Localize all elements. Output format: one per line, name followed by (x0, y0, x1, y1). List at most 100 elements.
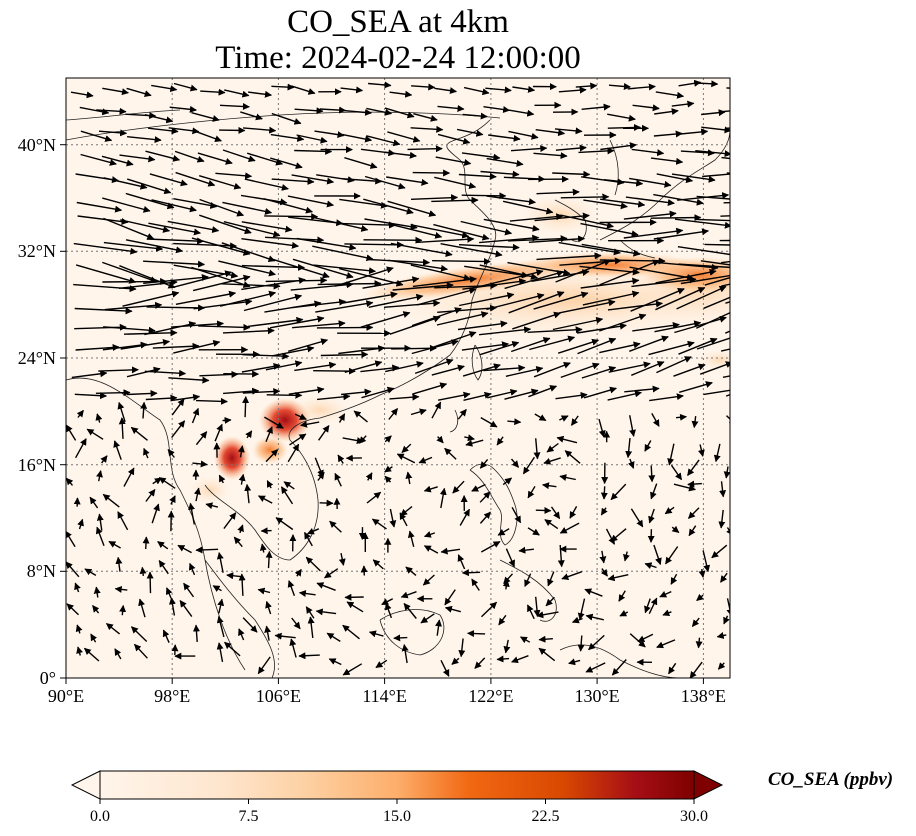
wind-arrow (248, 90, 272, 98)
wind-arrow (100, 455, 108, 464)
lat-tick-label: 24°N (18, 348, 56, 368)
wind-arrow (339, 291, 398, 305)
wind-arrow (678, 337, 718, 355)
wind-arrow (198, 323, 251, 331)
wind-arrow (172, 270, 233, 288)
lon-tick-label: 122°E (468, 686, 513, 706)
wind-arrow (274, 632, 296, 640)
wind-arrow (507, 418, 522, 426)
wind-arrow (671, 173, 716, 183)
wind-arrow (721, 283, 730, 287)
wind-arrow (674, 218, 730, 229)
wind-arrow (533, 291, 589, 310)
colorbar-min-extension (70, 770, 101, 800)
wind-arrow (103, 217, 155, 240)
wind-arrow (505, 366, 544, 377)
wind-arrow (560, 214, 614, 229)
wind-arrow (698, 568, 706, 578)
wind-arrow (399, 512, 408, 527)
wind-arrow (436, 311, 489, 326)
wind-arrow (691, 617, 700, 627)
wind-arrow (560, 193, 610, 201)
wind-arrow (456, 128, 484, 137)
colorbar-max-extension (693, 770, 724, 800)
wind-arrow (218, 260, 276, 277)
wind-arrow (346, 601, 364, 613)
wind-arrow (507, 235, 568, 243)
wind-arrow (168, 376, 210, 384)
wind-arrow (243, 293, 303, 312)
wind-arrow (581, 365, 617, 379)
wind-arrow (403, 602, 417, 619)
wind-arrow (170, 393, 201, 402)
wind-arrow (410, 264, 471, 281)
wind-arrow (571, 616, 583, 624)
wind-arrow (386, 176, 429, 186)
wind-arrow (697, 444, 705, 457)
wind-arrow (629, 177, 672, 188)
wind-arrow (560, 362, 600, 379)
wind-arrow (610, 483, 627, 501)
wind-arrow (559, 474, 576, 481)
wind-arrow (316, 323, 374, 331)
wind-arrow (216, 642, 224, 663)
wind-arrow (726, 127, 730, 129)
wind-arrow (400, 591, 417, 599)
wind-arrow (656, 639, 676, 649)
wind-arrow (505, 548, 515, 568)
wind-arrow (171, 420, 186, 439)
wind-arrow (555, 259, 612, 283)
wind-arrow (265, 360, 303, 371)
wind-arrow (242, 352, 290, 360)
wind-arrow (193, 487, 201, 502)
wind-arrow (93, 586, 101, 598)
wind-arrow (718, 509, 726, 529)
wind-arrow (557, 338, 600, 354)
wind-arrow (238, 628, 245, 641)
wind-arrow (483, 364, 526, 372)
wind-arrow (269, 315, 325, 329)
wind-arrow (703, 386, 730, 396)
wind-arrow (360, 311, 411, 328)
wind-arrow (224, 89, 250, 98)
wind-arrow (361, 386, 395, 399)
wind-arrow (458, 638, 466, 658)
wind-arrow (219, 290, 277, 307)
wind-arrow (480, 416, 498, 428)
wind-arrow (237, 524, 244, 534)
wind-arrow (179, 600, 193, 618)
wind-arrow (479, 341, 520, 356)
wind-arrow (555, 391, 588, 400)
lat-tick-label: 16°N (18, 455, 56, 475)
plot-title-line1: CO_SEA at 4km (287, 4, 509, 40)
wind-arrow (162, 629, 170, 643)
wind-arrow (223, 512, 237, 530)
wind-arrow (434, 87, 457, 95)
wind-arrow (224, 641, 241, 657)
wind-arrow (648, 340, 695, 356)
wind-arrow (140, 401, 148, 419)
wind-arrow (329, 520, 342, 533)
wind-arrow (610, 528, 627, 542)
wind-arrow (296, 237, 357, 251)
wind-arrow (435, 156, 472, 166)
wind-arrow (559, 415, 569, 422)
wind-arrow (337, 454, 345, 464)
wind-arrow (725, 301, 730, 304)
wind-arrow (599, 550, 607, 564)
wind-arrow (536, 252, 602, 261)
wind-arrow (334, 266, 394, 287)
wind-arrow (294, 568, 302, 577)
lat-tick-label: 40°N (18, 135, 56, 155)
wind-arrow (148, 127, 179, 135)
wind-arrow (600, 198, 646, 208)
wind-arrow (579, 265, 640, 276)
wind-arrow (358, 435, 367, 444)
wind-arrow (464, 434, 475, 442)
wind-arrow (89, 496, 99, 509)
wind-arrow (654, 320, 702, 333)
wind-arrow (174, 150, 205, 163)
wind-arrow (558, 86, 587, 94)
wind-arrow (74, 392, 107, 400)
